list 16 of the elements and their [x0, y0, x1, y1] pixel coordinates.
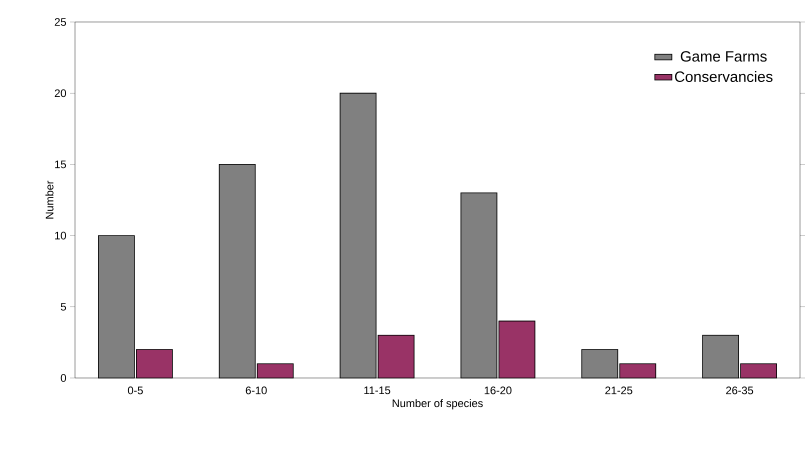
y-axis-title: Number	[45, 180, 54, 219]
legend-label: Conservancies	[674, 71, 773, 82]
y-tick-label: 25	[54, 18, 66, 26]
y-tick-label: 5	[60, 302, 66, 311]
x-tick-label: 11-15	[364, 386, 390, 394]
x-axis-title: Number of species	[392, 399, 483, 410]
x-tick-label: 16-20	[484, 386, 512, 394]
x-tick-label: 0-5	[128, 386, 143, 394]
x-tick-label: 26-35	[726, 386, 754, 394]
y-tick-label: 0	[60, 374, 66, 382]
legend-label: Game Farms	[680, 51, 767, 62]
y-tick-label: 10	[55, 232, 66, 240]
y-tick-label: 15	[55, 160, 66, 168]
x-tick-label: 21-25	[605, 386, 632, 394]
x-tick-label: 6-10	[246, 386, 267, 394]
y-tick-label: 20	[54, 89, 66, 98]
